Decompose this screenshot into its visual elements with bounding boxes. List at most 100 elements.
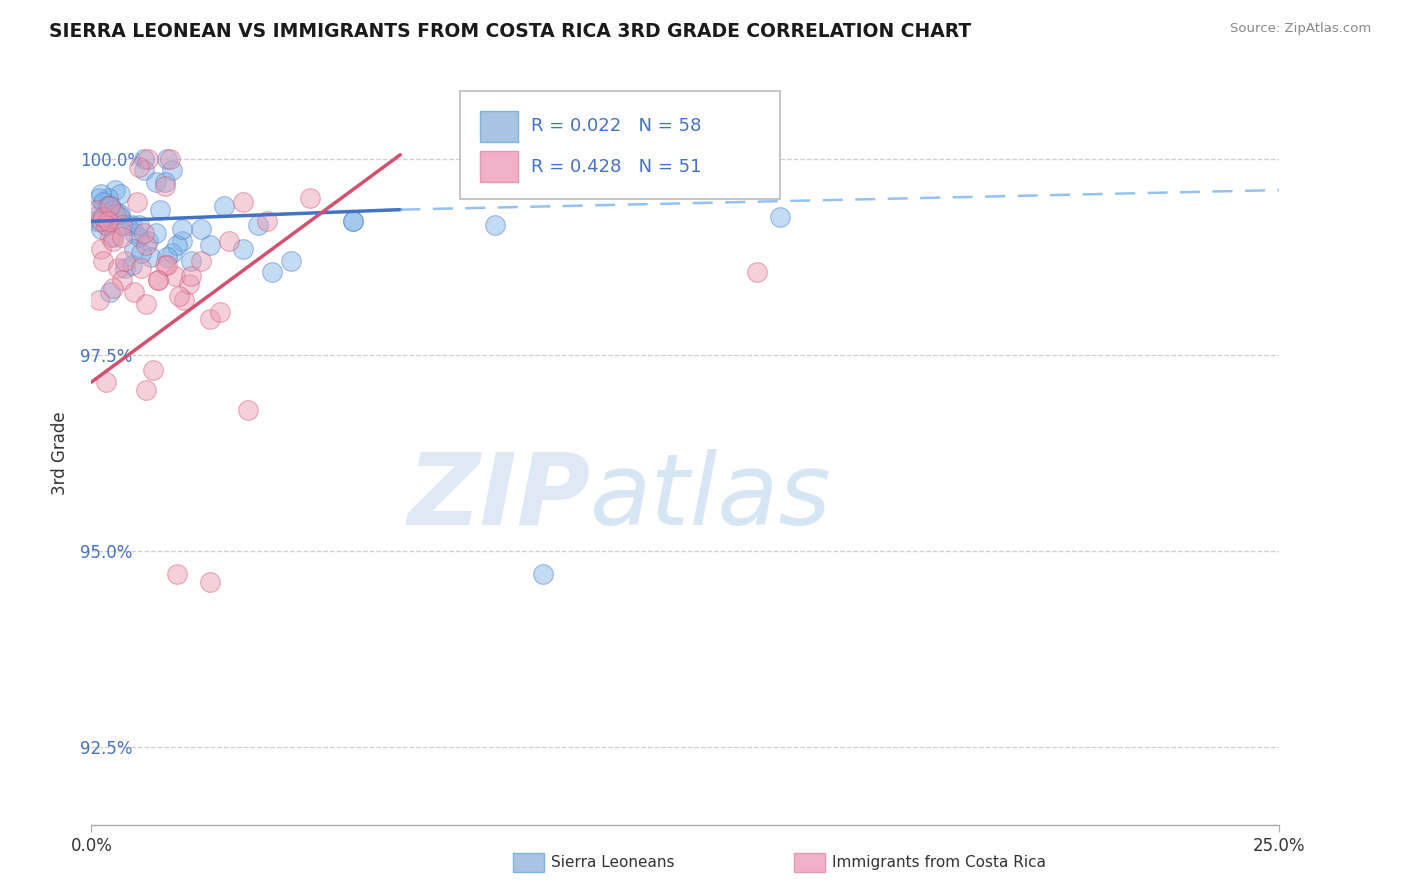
Point <box>149 202 172 217</box>
Point <box>156 258 179 272</box>
Point <box>94 219 117 233</box>
Point <box>90 242 112 256</box>
Point <box>484 219 506 233</box>
Point <box>121 219 143 233</box>
Point <box>101 234 124 248</box>
FancyBboxPatch shape <box>460 92 780 200</box>
Point <box>91 253 114 268</box>
Point <box>135 238 157 252</box>
Point <box>111 230 134 244</box>
Point <box>190 253 212 268</box>
Point <box>97 191 120 205</box>
Point <box>280 253 302 268</box>
Point <box>84 202 107 217</box>
Point <box>145 226 167 240</box>
Point <box>160 245 183 260</box>
Point <box>156 250 179 264</box>
Point <box>111 219 134 233</box>
Point <box>298 191 321 205</box>
Text: SIERRA LEONEAN VS IMMIGRANTS FROM COSTA RICA 3RD GRADE CORRELATION CHART: SIERRA LEONEAN VS IMMIGRANTS FROM COSTA … <box>49 22 972 41</box>
Point <box>256 214 278 228</box>
Text: R = 0.022   N = 58: R = 0.022 N = 58 <box>531 118 702 136</box>
Point <box>769 211 792 225</box>
Point <box>84 214 107 228</box>
Point <box>121 258 143 272</box>
Point <box>108 206 131 220</box>
Point <box>342 214 364 228</box>
Text: Source: ZipAtlas.com: Source: ZipAtlas.com <box>1230 22 1371 36</box>
Point <box>190 222 212 236</box>
Point <box>200 575 222 590</box>
Point <box>342 214 364 228</box>
Point <box>170 234 193 248</box>
Point <box>200 238 222 252</box>
Point <box>160 163 183 178</box>
Point <box>180 253 202 268</box>
Text: Immigrants from Costa Rica: Immigrants from Costa Rica <box>832 855 1046 870</box>
FancyBboxPatch shape <box>479 151 517 182</box>
Point <box>145 175 167 189</box>
Point <box>129 261 152 276</box>
Point <box>101 202 124 217</box>
Point <box>166 567 188 582</box>
Point <box>135 383 157 397</box>
Point <box>91 194 114 209</box>
Point <box>100 199 122 213</box>
Point <box>146 273 169 287</box>
Point <box>90 214 112 228</box>
Point <box>97 199 120 213</box>
Point <box>138 234 160 248</box>
Point <box>163 269 186 284</box>
Point <box>260 265 283 279</box>
Point <box>218 234 240 248</box>
Point <box>139 250 162 264</box>
Text: R = 0.428   N = 51: R = 0.428 N = 51 <box>531 158 702 176</box>
Point <box>108 186 131 201</box>
Point <box>94 375 117 389</box>
Y-axis label: 3rd Grade: 3rd Grade <box>51 411 69 494</box>
Point <box>128 230 150 244</box>
Point <box>177 277 200 292</box>
Point <box>101 230 124 244</box>
Point <box>122 226 145 240</box>
Point <box>156 152 179 166</box>
Point <box>87 293 110 307</box>
Point <box>91 211 114 225</box>
Point <box>745 265 768 279</box>
Point <box>232 242 254 256</box>
Point <box>87 191 110 205</box>
Point <box>94 219 117 233</box>
Point <box>166 238 188 252</box>
Point <box>146 273 169 287</box>
Point <box>83 211 105 225</box>
Point <box>100 285 122 299</box>
Point <box>94 211 117 225</box>
Point <box>208 304 231 318</box>
Point <box>108 211 131 225</box>
Point <box>90 214 112 228</box>
Point <box>125 194 148 209</box>
Point <box>90 186 112 201</box>
Text: atlas: atlas <box>591 449 832 546</box>
Point <box>153 175 176 189</box>
Point <box>200 312 222 326</box>
Point <box>170 222 193 236</box>
Point <box>129 245 152 260</box>
Point <box>132 152 155 166</box>
Point <box>90 222 112 236</box>
Point <box>107 261 129 276</box>
Point <box>128 160 150 174</box>
Point <box>115 219 138 233</box>
Point <box>153 179 176 194</box>
Point <box>173 293 195 307</box>
Point <box>104 183 127 197</box>
Point <box>114 253 136 268</box>
Point <box>135 297 157 311</box>
Point <box>238 402 260 417</box>
Point <box>159 152 181 166</box>
Point <box>101 281 124 295</box>
Point <box>169 289 191 303</box>
Point <box>132 226 155 240</box>
Point <box>246 219 269 233</box>
Point <box>142 363 165 377</box>
